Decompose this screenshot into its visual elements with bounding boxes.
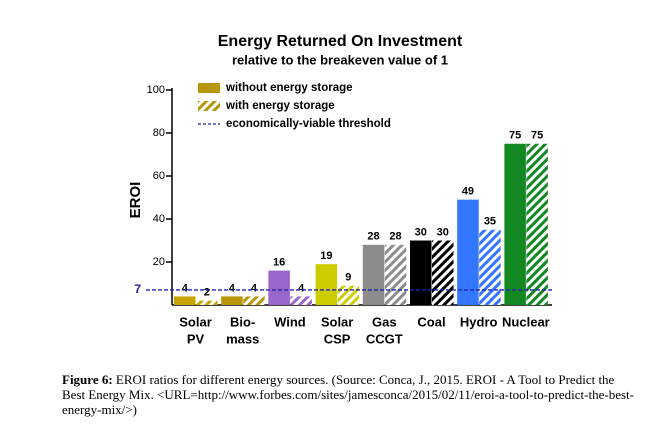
bar: [504, 143, 526, 305]
value-label: 28: [367, 231, 379, 243]
bar: [432, 240, 454, 305]
legend-swatch: [198, 83, 220, 93]
bar: [410, 240, 432, 305]
y-tick-label: 20: [153, 256, 165, 268]
bar: [457, 199, 479, 305]
bar: [384, 244, 407, 305]
bar: [337, 285, 360, 305]
bar: [174, 296, 196, 305]
caption-text: EROI ratios for different energy sources…: [62, 372, 634, 417]
x-tick-label: Nuclear: [502, 314, 550, 329]
x-tick-label: Bio-: [230, 314, 255, 329]
bar: [196, 300, 218, 305]
bar: [315, 264, 338, 305]
value-label: 35: [484, 216, 496, 228]
threshold-label: 7: [134, 282, 141, 296]
value-label: 19: [320, 250, 332, 262]
x-tick-label: PV: [187, 331, 205, 346]
caption-label: Figure 6:: [62, 372, 113, 387]
value-label: 75: [509, 130, 521, 142]
value-label: 49: [462, 186, 474, 198]
bar: [290, 296, 312, 305]
value-label: 2: [204, 287, 210, 299]
y-tick-label: 40: [153, 213, 165, 225]
bar: [268, 270, 290, 305]
bar: [526, 143, 548, 305]
value-label: 75: [531, 130, 543, 142]
value-label: 30: [415, 226, 427, 238]
x-tick-label: CCGT: [366, 331, 403, 346]
value-label: 4: [251, 282, 258, 294]
chart-subtitle: relative to the breakeven value of 1: [232, 52, 448, 67]
bar: [243, 296, 265, 305]
x-tick-label: Wind: [274, 314, 306, 329]
bar: [221, 296, 243, 305]
value-label: 28: [389, 231, 401, 243]
caption: Figure 6: EROI ratios for different ener…: [62, 372, 637, 417]
legend-label: with energy storage: [225, 100, 335, 112]
y-axis-label: EROI: [127, 182, 144, 219]
x-tick-label: Coal: [417, 314, 445, 329]
chart-title: Energy Returned On Investment: [218, 33, 463, 50]
y-tick-label: 100: [147, 84, 165, 96]
legend-swatch: [198, 101, 220, 111]
y-tick-label: 60: [153, 170, 165, 182]
bar: [479, 229, 501, 305]
y-tick-label: 80: [153, 127, 165, 139]
legend-label: economically-viable threshold: [226, 118, 391, 130]
value-label: 16: [273, 257, 285, 269]
x-tick-label: CSP: [324, 331, 351, 346]
chart: Energy Returned On Investment relative t…: [127, 33, 552, 346]
x-tick-label: Gas: [372, 314, 397, 329]
value-label: 9: [345, 272, 351, 284]
bar: [362, 244, 385, 305]
x-tick-label: Solar: [179, 314, 212, 329]
value-label: 4: [298, 282, 305, 294]
x-tick-label: Hydro: [460, 314, 498, 329]
value-label: 4: [229, 282, 236, 294]
x-tick-label: Solar: [321, 314, 354, 329]
legend-label: without energy storage: [225, 82, 353, 94]
value-label: 4: [182, 282, 189, 294]
value-label: 30: [437, 226, 449, 238]
x-tick-label: mass: [226, 331, 259, 346]
